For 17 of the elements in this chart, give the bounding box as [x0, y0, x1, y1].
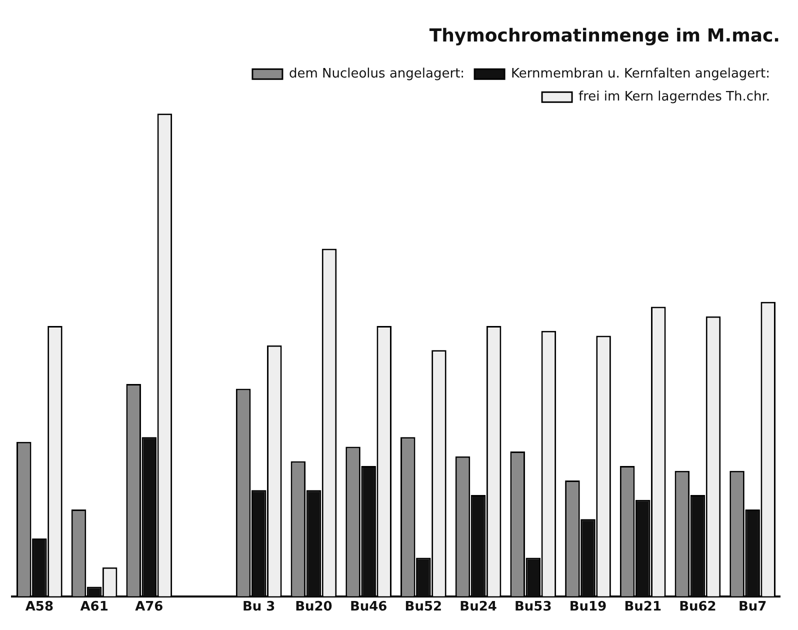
chart-title: Thymochromatinmenge im M.mac. [429, 25, 780, 46]
x-tick-label: Bu53 [514, 600, 552, 615]
x-tick-label: Bu62 [679, 600, 716, 615]
x-tick-label: A58 [25, 600, 54, 615]
x-tick-label: Bu 3 [242, 600, 276, 615]
legend-label: dem Nucleolus angelagert: [288, 66, 465, 82]
x-tick-label: Bu20 [295, 600, 332, 615]
legend-label: Kernmembran u. Kernfalten angelagert: [511, 66, 770, 82]
x-tick-label: A76 [135, 600, 164, 615]
x-tick-label: Bu46 [350, 600, 388, 615]
x-tick-label: Bu21 [624, 600, 662, 615]
x-tick-label: Bu24 [460, 600, 497, 615]
x-tick-label: Bu52 [404, 600, 442, 615]
legend-label: frei im Kern lagerndes Th.chr. [578, 89, 770, 104]
x-tick-label: A61 [80, 600, 108, 615]
x-tick-label: Bu19 [569, 600, 607, 615]
x-tick-label: Bu7 [738, 600, 767, 615]
